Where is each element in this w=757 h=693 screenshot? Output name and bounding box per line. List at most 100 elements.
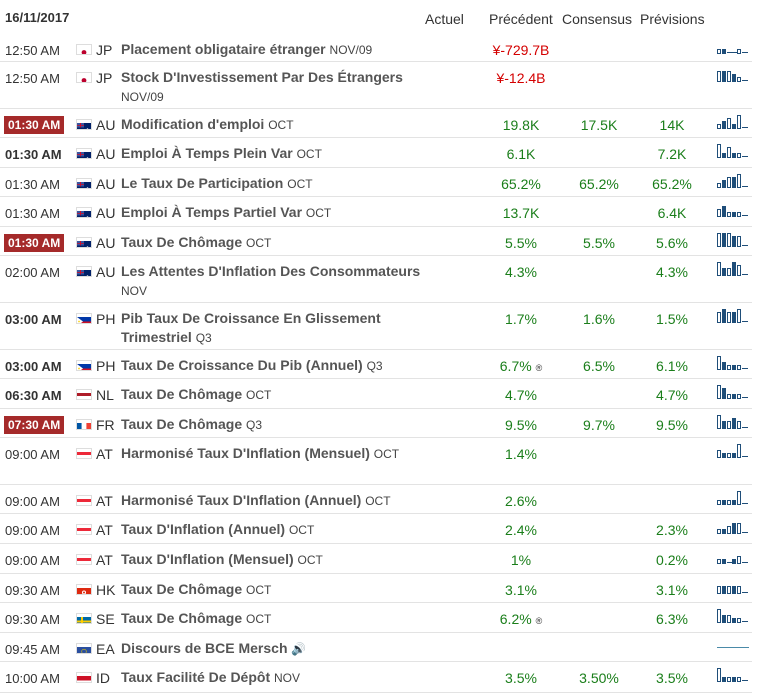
event-name-link[interactable]: Emploi À Temps Partiel Var OCT bbox=[121, 203, 421, 223]
event-row[interactable]: 09:45 AM EA Discours de BCE Mersch 🔊 bbox=[0, 633, 752, 662]
history-sparkline[interactable] bbox=[717, 580, 749, 594]
sparkline-bar bbox=[732, 212, 736, 217]
previous-value-text: ¥-729.7B bbox=[492, 42, 550, 58]
event-name-link[interactable]: Modification d'emploi OCT bbox=[121, 115, 421, 135]
history-sparkline[interactable] bbox=[717, 203, 749, 217]
event-row[interactable]: 07:30 AM FR Taux De Chômage Q3 9.5% 9.7% 9.5% bbox=[0, 409, 752, 438]
sparkline-bar bbox=[737, 49, 741, 54]
event-name-link[interactable]: Taux D'Inflation (Annuel) OCT bbox=[121, 520, 421, 540]
event-name-link[interactable]: Taux De Chômage OCT bbox=[121, 609, 421, 629]
sparkline-bar bbox=[732, 312, 736, 323]
event-time: 01:30 AM bbox=[5, 147, 62, 162]
event-name-link[interactable]: Discours de BCE Mersch 🔊 bbox=[121, 639, 421, 659]
event-row[interactable]: 09:00 AM AT Taux D'Inflation (Annuel) OCT 2… bbox=[0, 514, 752, 544]
history-sparkline[interactable] bbox=[717, 491, 749, 505]
event-name-link[interactable]: Emploi À Temps Plein Var OCT bbox=[121, 144, 421, 164]
event-row[interactable]: 01:30 AM AU Taux De Chômage OCT 5.5% 5.5% 5.6… bbox=[0, 227, 752, 256]
history-sparkline[interactable] bbox=[717, 233, 749, 247]
event-name-link[interactable]: Taux De Croissance Du Pib (Annuel) Q3 bbox=[121, 356, 421, 376]
event-name-link[interactable]: Taux Facilité De Dépôt NOV bbox=[121, 668, 421, 688]
history-sparkline[interactable] bbox=[717, 115, 749, 129]
event-row[interactable]: 10:00 AM ID Taux Facilité De Dépôt NOV 3.5%… bbox=[0, 662, 752, 693]
col-forecast-header[interactable]: Prévisions bbox=[640, 11, 705, 27]
event-name-link[interactable]: Harmonisé Taux D'Inflation (Annuel) OCT bbox=[121, 491, 421, 511]
sparkline-bar bbox=[742, 368, 748, 370]
flag-au-icon bbox=[76, 207, 92, 218]
sparkline-bar bbox=[727, 118, 731, 129]
history-sparkline[interactable] bbox=[717, 550, 749, 564]
history-sparkline[interactable] bbox=[717, 668, 749, 682]
history-sparkline[interactable] bbox=[717, 174, 749, 188]
previous-value-text: 1% bbox=[510, 552, 532, 568]
history-sparkline[interactable] bbox=[717, 385, 749, 399]
previous-value: 13.7K bbox=[485, 205, 557, 221]
history-sparkline[interactable] bbox=[717, 415, 749, 429]
sparkline-bar bbox=[727, 177, 731, 188]
event-row[interactable]: 01:30 AM AU Le Taux De Participation OCT 65… bbox=[0, 168, 752, 197]
country-code: ID bbox=[96, 670, 110, 686]
history-sparkline[interactable] bbox=[717, 40, 749, 54]
country-code: AT bbox=[96, 493, 113, 509]
sparkline-bar bbox=[737, 421, 741, 429]
event-row[interactable]: 09:30 AM HK Taux De Chômage OCT 3.1% 3.1% bbox=[0, 574, 752, 603]
sparkline-bar bbox=[722, 71, 726, 82]
sparkline-bar bbox=[732, 124, 736, 129]
calendar-date: 16/11/2017 bbox=[5, 10, 70, 25]
event-row[interactable]: 01:30 AM AU Emploi À Temps Plein Var OCT 6.… bbox=[0, 138, 752, 168]
event-row[interactable]: 06:30 AM NL Taux De Chômage OCT 4.7% 4.7% bbox=[0, 379, 752, 409]
sparkline-bar bbox=[742, 127, 748, 129]
history-sparkline[interactable] bbox=[717, 68, 749, 82]
sparkline-bar bbox=[722, 559, 726, 564]
country-code: AU bbox=[96, 117, 116, 133]
sparkline-bar bbox=[737, 265, 741, 276]
event-name-link[interactable]: Taux D'Inflation (Mensuel) OCT bbox=[121, 550, 421, 570]
sparkline-bar bbox=[732, 52, 738, 54]
history-sparkline[interactable] bbox=[717, 356, 749, 370]
event-row[interactable]: 09:00 AM AT Harmonisé Taux D'Inflation (An… bbox=[0, 485, 752, 514]
previous-value-text: 3.5% bbox=[505, 670, 537, 686]
event-name-link[interactable]: Placement obligataire étranger NOV/09 bbox=[121, 40, 421, 60]
event-name-link[interactable]: Taux De Chômage OCT bbox=[121, 385, 421, 405]
event-name-link[interactable]: Pib Taux De Croissance En Glissement Tri… bbox=[121, 309, 421, 348]
history-sparkline[interactable] bbox=[717, 309, 749, 323]
event-period: NOV bbox=[121, 284, 148, 298]
col-previous-header[interactable]: Précédent bbox=[489, 11, 553, 27]
sparkline-bar bbox=[742, 592, 748, 594]
sparkline-bar bbox=[727, 615, 731, 623]
col-consensus-header[interactable]: Consensus bbox=[562, 11, 633, 27]
event-row[interactable]: 02:00 AM AU Les Attentes D'Inflation Des C… bbox=[0, 256, 752, 303]
event-row[interactable]: 01:30 AM AU Modification d'emploi OCT 19.8K… bbox=[0, 109, 752, 138]
previous-value-text: 4.3% bbox=[505, 264, 537, 280]
event-name-link[interactable]: Les Attentes D'Inflation Des Consommateu… bbox=[121, 262, 421, 301]
event-name-link[interactable]: Taux De Chômage Q3 bbox=[121, 415, 421, 435]
sparkline-bar bbox=[732, 523, 736, 534]
event-time: 06:30 AM bbox=[5, 388, 62, 403]
history-sparkline[interactable] bbox=[717, 144, 749, 158]
event-row[interactable]: 09:30 AM SE Taux De Chômage OCT 6.2% ® 6.3% bbox=[0, 603, 752, 633]
previous-value: 2.6% bbox=[485, 493, 557, 509]
history-sparkline[interactable] bbox=[717, 639, 749, 653]
sparkline-bar bbox=[732, 677, 736, 682]
event-name-link[interactable]: Harmonisé Taux D'Inflation (Mensuel) OCT bbox=[121, 444, 421, 464]
event-row[interactable]: 09:00 AM AT Harmonisé Taux D'Inflation (Me… bbox=[0, 438, 752, 485]
previous-value-text: 6.1K bbox=[506, 146, 536, 162]
event-row[interactable]: 12:50 AM JP Stock D'Investissement Par Des… bbox=[0, 62, 752, 109]
event-name-link[interactable]: Taux De Chômage OCT bbox=[121, 233, 421, 253]
event-name-link[interactable]: Le Taux De Participation OCT bbox=[121, 174, 421, 194]
history-sparkline[interactable] bbox=[717, 262, 749, 276]
event-name: Taux De Chômage bbox=[121, 610, 243, 626]
event-name-link[interactable]: Taux De Chômage OCT bbox=[121, 580, 421, 600]
col-actual-header[interactable]: Actuel bbox=[425, 11, 464, 27]
sparkline-bar bbox=[737, 174, 741, 188]
event-row[interactable]: 01:30 AM AU Emploi À Temps Partiel Var OCT… bbox=[0, 197, 752, 227]
history-sparkline[interactable] bbox=[717, 520, 749, 534]
event-row[interactable]: 03:00 AM PH Taux De Croissance Du Pib (Ann… bbox=[0, 350, 752, 379]
history-sparkline[interactable] bbox=[717, 444, 749, 458]
event-row[interactable]: 03:00 AM PH Pib Taux De Croissance En Glis… bbox=[0, 303, 752, 350]
event-row[interactable]: 09:00 AM AT Taux D'Inflation (Mensuel) OCT… bbox=[0, 544, 752, 574]
event-name-link[interactable]: Stock D'Investissement Par Des Étrangers… bbox=[121, 68, 421, 107]
history-sparkline[interactable] bbox=[717, 609, 749, 623]
sparkline-bar bbox=[742, 215, 748, 217]
event-time: 09:30 AM bbox=[5, 583, 60, 598]
event-row[interactable]: 12:50 AM JP Placement obligataire étranger… bbox=[0, 34, 752, 62]
